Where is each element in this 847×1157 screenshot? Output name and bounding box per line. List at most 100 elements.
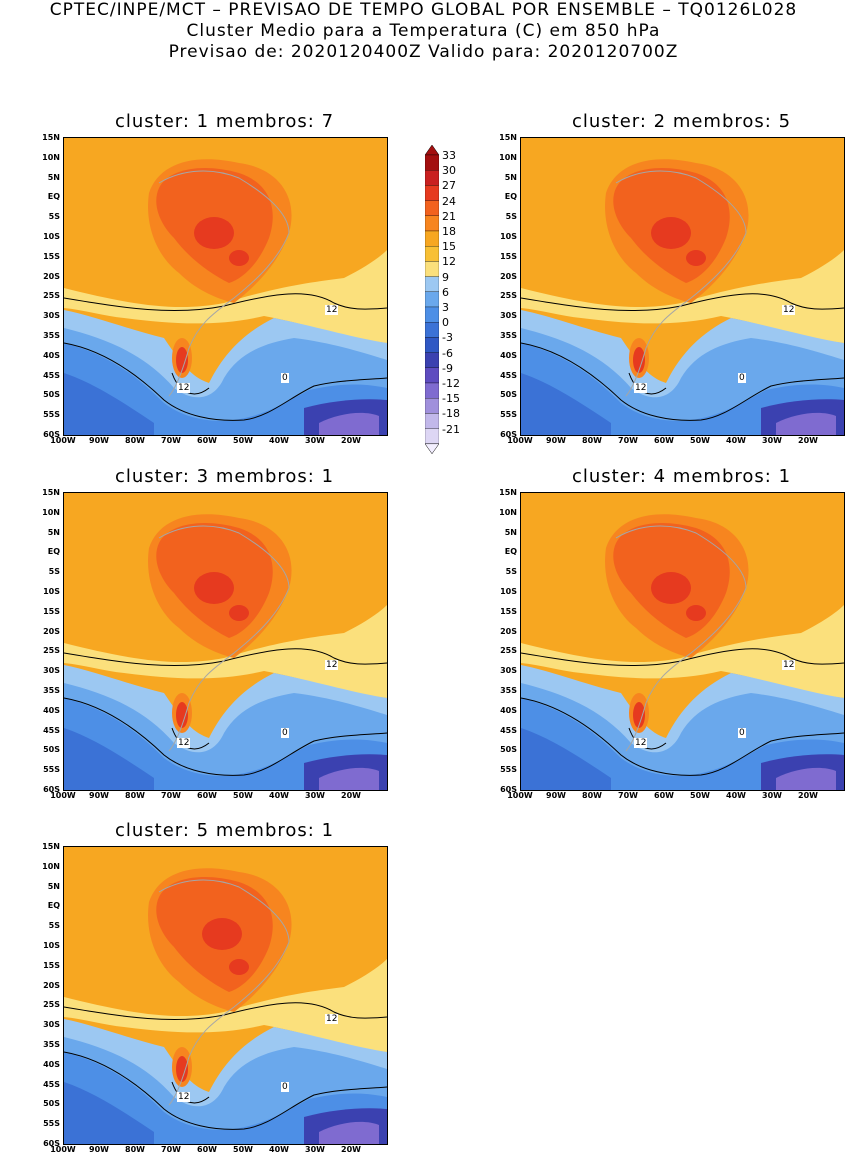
contour-label: 0 <box>738 373 746 383</box>
lat-tick-label: 45S <box>500 370 517 380</box>
contour-label: 0 <box>281 373 289 383</box>
lon-tick-label: 40W <box>269 436 289 445</box>
lon-tick-label: 60W <box>197 1145 217 1154</box>
contour-label: 0 <box>281 1082 289 1092</box>
lat-tick-label: 5N <box>47 527 60 537</box>
header-line2: Cluster Medio para a Temperatura (C) em … <box>186 21 661 41</box>
lat-tick-label: 35S <box>500 331 517 340</box>
lon-tick-label: 80W <box>582 791 602 800</box>
lat-tick-label: 60S <box>500 785 517 794</box>
lon-tick-label: 100W <box>507 436 533 445</box>
lon-tick-label: 20W <box>341 1145 361 1154</box>
lat-tick-label: 10N <box>499 152 517 162</box>
lon-tick-label: 30W <box>305 1145 325 1154</box>
lon-tick-label: 50W <box>690 791 710 800</box>
lon-tick-label: 70W <box>618 791 638 800</box>
contour-label: 12 <box>177 738 191 748</box>
colorbar-label: -18 <box>442 407 460 421</box>
colorbar-label: 3 <box>442 301 449 314</box>
lat-tick-label: 5N <box>504 172 517 182</box>
lat-tick-label: 45S <box>43 370 60 380</box>
lat-tick-label: 55S <box>43 1119 60 1129</box>
lon-tick-label: 80W <box>125 1145 145 1154</box>
colorbar-label: -21 <box>442 422 460 436</box>
contour-label: 0 <box>738 728 746 738</box>
lat-tick-label: 40S <box>500 705 517 715</box>
lon-tick-label: 60W <box>654 436 674 445</box>
lat-tick-label: 15N <box>42 842 60 851</box>
contour-label: 12 <box>177 383 191 393</box>
map-panel <box>63 846 388 1145</box>
lat-tick-label: 20S <box>43 271 60 281</box>
colorbar-label: -3 <box>442 331 453 345</box>
panel-title: cluster: 4 membros: 1 <box>571 466 792 487</box>
lat-tick-label: 35S <box>500 686 517 695</box>
lat-tick-label: 15S <box>500 251 517 261</box>
lat-tick-label: 15S <box>43 251 60 261</box>
lat-tick-label: 45S <box>500 725 517 735</box>
lon-tick-label: 40W <box>269 1145 289 1154</box>
lon-tick-label: 80W <box>125 436 145 445</box>
colorbar-label: 24 <box>442 194 456 208</box>
lon-tick-label: 90W <box>89 1145 109 1154</box>
contour-label: 12 <box>325 660 339 670</box>
lat-tick-label: 15N <box>499 488 517 497</box>
lon-tick-label: 100W <box>507 791 533 800</box>
lat-tick-label: 20S <box>43 626 60 636</box>
lat-tick-label: 50S <box>43 1099 60 1109</box>
lat-tick-label: 5S <box>48 567 60 577</box>
colorbar-label: 30 <box>442 164 456 178</box>
colorbar-label: 15 <box>442 240 456 254</box>
lat-tick-label: EQ <box>504 547 517 557</box>
colorbar-label: 21 <box>442 209 456 223</box>
lon-tick-label: 60W <box>197 791 217 800</box>
lon-tick-label: 40W <box>269 791 289 800</box>
lat-tick-label: 10S <box>500 587 517 596</box>
colorbar-label: 18 <box>442 225 456 238</box>
contour-label: 12 <box>325 1014 339 1024</box>
lat-tick-label: 30S <box>43 311 60 321</box>
lat-tick-label: 50S <box>500 390 517 400</box>
lat-tick-label: 10N <box>42 861 60 871</box>
lat-tick-label: 10S <box>43 941 60 950</box>
lat-tick-label: 55S <box>43 410 60 420</box>
header-line1: CPTEC/INPE/MCT – PREVISAO DE TEMPO GLOBA… <box>49 0 798 20</box>
lat-tick-label: 25S <box>43 291 60 301</box>
lat-tick-label: 30S <box>500 666 517 676</box>
lat-tick-label: 15N <box>42 133 60 142</box>
lat-tick-label: EQ <box>504 192 517 202</box>
lat-tick-label: 45S <box>43 725 60 735</box>
lat-tick-label: 30S <box>43 1020 60 1030</box>
lon-tick-label: 20W <box>341 436 361 445</box>
lon-tick-label: 100W <box>50 1145 76 1154</box>
lat-tick-label: 35S <box>43 1040 60 1049</box>
header-line3: Previsao de: 2020120400Z Valido para: 20… <box>168 42 679 62</box>
lon-tick-label: 20W <box>341 791 361 800</box>
lon-tick-label: 40W <box>726 791 746 800</box>
map-panel <box>520 137 845 436</box>
lat-tick-label: 15S <box>43 606 60 616</box>
lat-tick-label: 30S <box>500 311 517 321</box>
lat-tick-label: 10N <box>499 507 517 517</box>
lat-tick-label: 60S <box>43 1139 60 1148</box>
lat-tick-label: 55S <box>500 410 517 420</box>
lat-tick-label: EQ <box>47 901 60 911</box>
lat-tick-label: 15N <box>42 488 60 497</box>
contour-label: 12 <box>177 1092 191 1102</box>
colorbar-scale <box>424 144 440 455</box>
colorbar-label: 27 <box>442 179 456 193</box>
map-panel <box>520 492 845 791</box>
lat-tick-label: 5N <box>504 527 517 537</box>
lat-tick-label: 5N <box>47 881 60 891</box>
lat-tick-label: 50S <box>43 390 60 400</box>
lat-tick-label: 35S <box>43 686 60 695</box>
lon-tick-label: 90W <box>89 436 109 445</box>
panel-title: cluster: 2 membros: 5 <box>571 111 792 132</box>
colorbar-label: 12 <box>442 255 456 269</box>
lon-tick-label: 50W <box>233 436 253 445</box>
lat-tick-label: 60S <box>43 430 60 439</box>
lon-tick-label: 40W <box>726 436 746 445</box>
lat-tick-label: 10N <box>42 507 60 517</box>
lat-tick-label: 20S <box>43 980 60 990</box>
lat-tick-label: 15S <box>500 606 517 616</box>
